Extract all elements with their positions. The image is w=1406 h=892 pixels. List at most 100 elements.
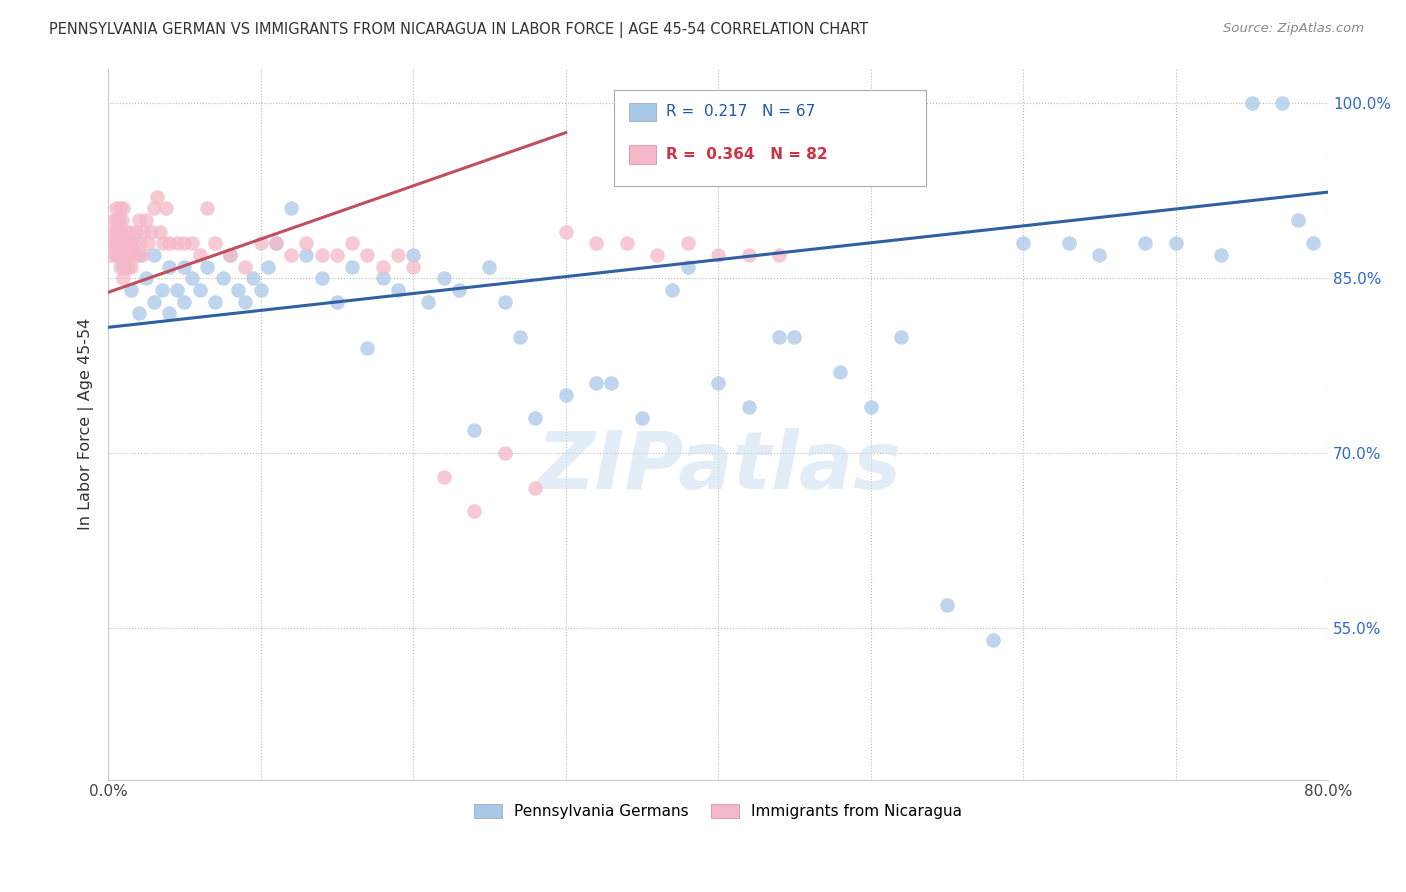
Point (600, 376, 623, 391)
Point (264, 236, 287, 251)
Point (157, 260, 180, 274)
Text: R =  0.364   N = 82: R = 0.364 N = 82 (665, 147, 827, 162)
Point (112, 271, 135, 285)
Point (118, 248, 141, 262)
Point (115, 248, 138, 262)
Point (645, 248, 668, 262)
Point (120, 283, 142, 297)
Point (128, 213, 150, 227)
Point (173, 294, 195, 309)
Point (524, 411, 547, 425)
Point (139, 225, 162, 239)
Point (127, 248, 149, 262)
Point (326, 294, 349, 309)
Point (264, 236, 287, 251)
Point (157, 306, 180, 320)
Point (121, 248, 143, 262)
Point (108, 236, 131, 251)
Point (105, 236, 128, 251)
Point (166, 283, 188, 297)
Point (554, 388, 576, 402)
Text: PENNSYLVANIA GERMAN VS IMMIGRANTS FROM NICARAGUA IN LABOR FORCE | AGE 45-54 CORR: PENNSYLVANIA GERMAN VS IMMIGRANTS FROM N… (49, 22, 869, 38)
Point (195, 260, 218, 274)
Point (402, 260, 425, 274)
Point (149, 225, 172, 239)
Point (110, 260, 132, 274)
Point (146, 190, 169, 204)
Point (326, 248, 349, 262)
Text: R =  0.217   N = 67: R = 0.217 N = 67 (665, 104, 815, 120)
Point (142, 294, 165, 309)
Point (387, 248, 409, 262)
Point (219, 248, 242, 262)
Point (981, 632, 1004, 647)
Point (136, 236, 159, 251)
Point (131, 248, 153, 262)
Point (463, 504, 485, 518)
Point (356, 341, 378, 355)
Point (783, 329, 806, 343)
Point (101, 236, 124, 251)
Point (128, 236, 150, 251)
Point (1012, 236, 1035, 251)
Point (585, 236, 607, 251)
Point (104, 248, 127, 262)
Point (105, 213, 128, 227)
Point (661, 283, 683, 297)
Point (111, 213, 134, 227)
Point (830, 365, 852, 379)
Point (114, 260, 136, 274)
Point (188, 283, 211, 297)
Point (295, 236, 318, 251)
Point (122, 236, 145, 251)
Point (1057, 236, 1080, 251)
Point (554, 225, 576, 239)
Point (204, 236, 226, 251)
Point (859, 400, 882, 414)
Point (1211, 248, 1233, 262)
Point (1302, 236, 1324, 251)
Point (135, 213, 157, 227)
Point (128, 306, 150, 320)
Point (157, 236, 180, 251)
Point (242, 271, 264, 285)
Point (311, 248, 333, 262)
Point (142, 202, 165, 216)
Point (418, 294, 440, 309)
Point (117, 260, 139, 274)
Point (226, 283, 249, 297)
Point (257, 260, 280, 274)
Point (117, 236, 139, 251)
Point (676, 260, 699, 274)
Point (101, 225, 124, 239)
Point (447, 283, 470, 297)
Point (631, 411, 654, 425)
FancyBboxPatch shape (628, 145, 657, 164)
Point (737, 400, 759, 414)
Point (211, 271, 233, 285)
Point (111, 248, 134, 262)
Point (135, 271, 157, 285)
Point (115, 225, 138, 239)
Point (132, 225, 155, 239)
Point (235, 260, 257, 274)
Point (110, 248, 132, 262)
Point (155, 202, 177, 216)
Point (166, 236, 188, 251)
Point (100, 248, 122, 262)
FancyBboxPatch shape (614, 90, 925, 186)
Point (181, 271, 204, 285)
Point (1088, 248, 1111, 262)
Point (112, 236, 135, 251)
Point (890, 329, 912, 343)
Point (204, 294, 226, 309)
Point (280, 202, 302, 216)
FancyBboxPatch shape (628, 103, 657, 121)
Point (110, 225, 132, 239)
Point (280, 248, 302, 262)
Point (371, 271, 394, 285)
Point (616, 236, 638, 251)
Point (110, 202, 132, 216)
Point (707, 376, 730, 391)
Point (340, 236, 363, 251)
